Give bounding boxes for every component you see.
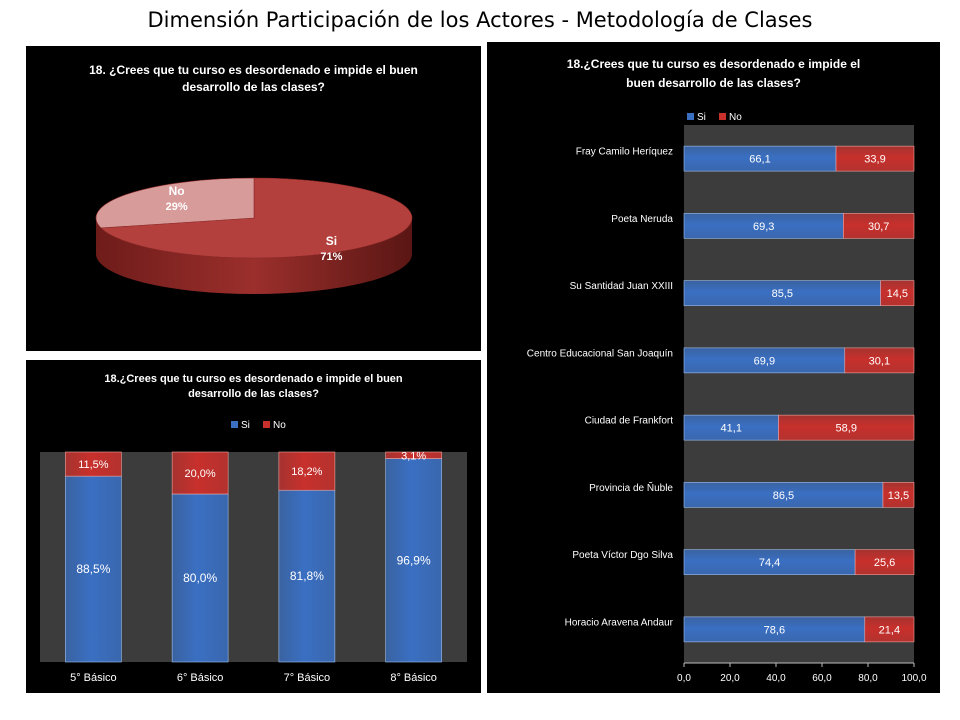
course-legend-si: Si <box>241 420 250 431</box>
school-label-no-poeta-victor-dgo-silva: 25,6 <box>874 557 895 569</box>
school-bar-chart-title-line-1: 18.¿Crees que tu curso es desordenado e … <box>566 57 861 71</box>
pie-chart-panel: 18. ¿Crees que tu curso es desordenado e… <box>26 46 481 351</box>
school-bar-si-su-santidad-juan-xxiii <box>683 280 881 306</box>
pie-chart-title: 18. ¿Crees que tu curso es desordenado e… <box>26 62 481 96</box>
school-category-horacio-aravena-andaur: Horacio Aravena Andaur <box>565 617 674 628</box>
school-label-no-horacio-aravena-andaur: 21,4 <box>879 624 900 636</box>
course-bar-no-6-basico <box>171 451 229 495</box>
school-legend-swatch-no <box>719 113 726 120</box>
school-label-no-poeta-neruda: 30,7 <box>868 221 889 233</box>
course-bar-si-6-basico <box>171 493 229 663</box>
school-category-poeta-neruda: Poeta Neruda <box>611 214 673 225</box>
school-bar-si-poeta-neruda <box>683 213 844 239</box>
course-tick-8-basico: 8° Básico <box>390 672 437 684</box>
school-category-poeta-victor-dgo-silva: Poeta Víctor Dgo Silva <box>572 550 673 561</box>
school-plot-area <box>684 125 914 663</box>
course-bar-si-7-basico <box>278 489 336 663</box>
course-label-no-5-basico: 11,5% <box>78 459 109 471</box>
school-bar-si-fray-camilo-heriquez <box>683 145 837 172</box>
pie-chart: Si 71% No 29% <box>95 177 413 294</box>
school-bar-chart-title: 18.¿Crees que tu curso es desordenado e … <box>487 55 940 93</box>
pie-label-no-name: No <box>169 184 185 198</box>
course-tick-5-basico: 5° Básico <box>70 672 117 684</box>
pie-label-no-value: 29% <box>166 201 188 213</box>
school-x-tick-label: 80,0 <box>858 673 878 684</box>
school-label-si-provincia-de-nuble: 86,5 <box>773 490 794 502</box>
school-label-no-su-santidad-juan-xxiii: 14,5 <box>887 288 908 300</box>
course-bar-chart: Si No 88,5% 11,5% 5° Básico 80,0% 20,0% 6° Bási… <box>40 420 467 684</box>
pie-slice-no <box>95 177 255 229</box>
school-label-no-centro-educacional-san-joaquin: 30,1 <box>869 355 890 367</box>
school-legend-no: No <box>729 112 742 123</box>
school-category-provincia-de-nuble: Provincia de Ñuble <box>589 481 673 494</box>
course-bar-chart-panel: 18.¿Crees que tu curso es desordenado e … <box>26 360 481 693</box>
school-bar-no-poeta-neruda <box>843 213 915 239</box>
course-label-si-7-basico: 81,8% <box>290 569 324 583</box>
school-label-si-poeta-neruda: 69,3 <box>753 221 774 233</box>
school-label-si-ciudad-de-frankfort: 41,1 <box>721 423 742 435</box>
pie-side-wall <box>96 218 412 294</box>
pie-chart-title-line-2: desarrollo de las clases? <box>182 80 325 94</box>
school-bar-si-poeta-victor-dgo-silva <box>683 549 856 575</box>
school-bar-si-ciudad-de-frankfort <box>683 414 779 441</box>
school-category-fray-camilo-heriquez: Fray Camilo Heríquez <box>576 147 673 158</box>
school-label-si-centro-educacional-san-joaquin: 69,9 <box>754 355 775 367</box>
page-title: Dimensión Participación de los Actores -… <box>147 8 813 32</box>
school-bar-si-horacio-aravena-andaur <box>683 616 866 643</box>
school-x-tick-label: 60,0 <box>812 673 832 684</box>
school-bar-no-centro-educacional-san-joaquin <box>844 347 915 374</box>
course-bar-no-7-basico <box>278 451 336 491</box>
school-bar-no-su-santidad-juan-xxiii <box>880 280 915 306</box>
school-bar-si-provincia-de-nuble <box>683 482 884 508</box>
course-bar-chart-title: 18.¿Crees que tu curso es desordenado e … <box>26 372 481 402</box>
school-bar-chart: Si No 66,1 33,9 Fray Camilo Heríquez 69,3 30,7… <box>527 112 927 684</box>
course-label-no-8-basico: 3,1% <box>401 450 426 462</box>
school-label-no-ciudad-de-frankfort: 58,9 <box>836 423 857 435</box>
pie-slice-si <box>100 177 413 259</box>
school-label-si-poeta-victor-dgo-silva: 74,4 <box>759 557 780 569</box>
pie-chart-title-line-1: 18. ¿Crees que tu curso es desordenado e… <box>89 63 418 77</box>
course-label-no-6-basico: 20,0% <box>185 468 216 480</box>
course-bar-chart-title-line-1: 18.¿Crees que tu curso es desordenado e … <box>104 373 403 385</box>
school-bar-chart-title-line-2: buen desarrollo de las clases? <box>626 76 801 90</box>
school-category-ciudad-de-frankfort: Ciudad de Frankfort <box>585 416 674 427</box>
school-x-tick-label: 100,0 <box>901 673 926 684</box>
course-legend-swatch-si <box>231 421 238 428</box>
school-bar-no-fray-camilo-heriquez <box>835 145 915 172</box>
school-bar-si-centro-educacional-san-joaquin <box>683 347 846 374</box>
course-label-si-5-basico: 88,5% <box>76 562 110 576</box>
course-label-no-7-basico: 18,2% <box>291 466 322 478</box>
school-category-su-santidad-juan-xxiii: Su Santidad Juan XXIII <box>570 281 673 292</box>
school-label-si-fray-camilo-heriquez: 66,1 <box>749 154 770 166</box>
pie-label-si-value: 71% <box>320 251 342 263</box>
course-bar-chart-title-line-2: desarrollo de las clases? <box>188 388 319 400</box>
course-legend-no: No <box>273 420 286 431</box>
school-x-tick-label: 0,0 <box>677 673 691 684</box>
pie-label-si-name: Si <box>326 234 337 248</box>
school-category-centro-educacional-san-joaquin: Centro Educacional San Joaquín <box>527 348 673 359</box>
school-bar-no-horacio-aravena-andaur <box>864 616 915 643</box>
school-label-si-horacio-aravena-andaur: 78,6 <box>764 624 785 636</box>
school-bar-no-poeta-victor-dgo-silva <box>854 549 915 575</box>
course-tick-6-basico: 6° Básico <box>177 672 224 684</box>
course-bar-no-8-basico <box>385 451 442 459</box>
school-legend-swatch-si <box>687 113 694 120</box>
course-tick-7-basico: 7° Básico <box>284 672 331 684</box>
course-legend-swatch-no <box>263 421 270 428</box>
course-label-si-8-basico: 96,9% <box>397 553 431 567</box>
school-label-no-provincia-de-nuble: 13,5 <box>888 490 909 502</box>
course-label-si-6-basico: 80,0% <box>183 571 217 585</box>
school-bar-chart-panel: 18.¿Crees que tu curso es desordenado e … <box>487 42 940 693</box>
school-x-tick-label: 40,0 <box>766 673 786 684</box>
school-label-si-su-santidad-juan-xxiii: 85,5 <box>772 288 793 300</box>
school-bar-no-provincia-de-nuble <box>882 482 915 508</box>
school-x-tick-label: 20,0 <box>720 673 740 684</box>
course-bar-no-5-basico <box>65 451 122 477</box>
school-bar-no-ciudad-de-frankfort <box>778 414 915 441</box>
course-bar-si-5-basico <box>65 475 122 663</box>
school-legend-si: Si <box>697 112 706 123</box>
school-label-no-fray-camilo-heriquez: 33,9 <box>864 154 885 166</box>
